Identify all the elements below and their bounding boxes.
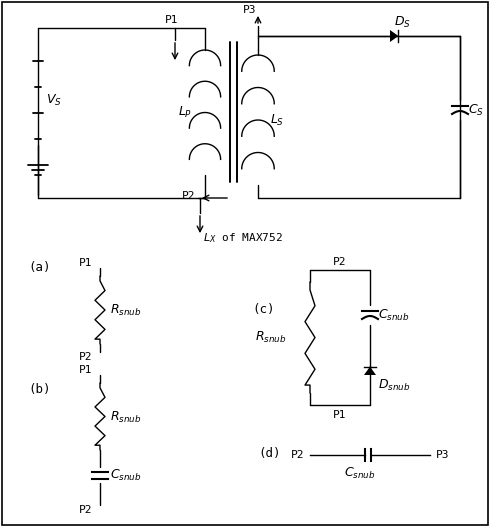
Text: (a): (a) [28, 261, 50, 275]
Text: $L_S$: $L_S$ [270, 112, 284, 128]
Text: $C_{snub}$: $C_{snub}$ [378, 307, 410, 323]
Text: P2: P2 [333, 257, 347, 267]
Text: $R_{snub}$: $R_{snub}$ [110, 409, 142, 425]
Text: P3: P3 [243, 5, 257, 15]
Text: $R_{snub}$: $R_{snub}$ [110, 302, 142, 318]
Polygon shape [364, 367, 376, 375]
Text: P2: P2 [181, 191, 195, 201]
Text: (c): (c) [252, 304, 274, 317]
Text: (d): (d) [258, 446, 280, 460]
Text: $C_{snub}$: $C_{snub}$ [344, 465, 376, 481]
Text: $C_S$: $C_S$ [468, 102, 484, 118]
Polygon shape [390, 30, 398, 42]
Text: P3: P3 [436, 450, 449, 460]
Text: P2: P2 [78, 352, 92, 362]
Text: $R_{snub}$: $R_{snub}$ [255, 330, 287, 345]
Text: P1: P1 [165, 15, 178, 25]
Text: P2: P2 [78, 505, 92, 515]
Text: $D_{snub}$: $D_{snub}$ [378, 377, 411, 393]
Text: P1: P1 [78, 365, 92, 375]
Text: $D_S$: $D_S$ [394, 14, 411, 30]
Text: (b): (b) [28, 384, 50, 396]
Text: $L_P$: $L_P$ [178, 104, 192, 120]
Text: P2: P2 [291, 450, 304, 460]
Text: P1: P1 [333, 410, 347, 420]
Text: $V_S$: $V_S$ [46, 92, 62, 108]
Text: $C_{snub}$: $C_{snub}$ [110, 467, 142, 483]
Text: $L_X$ of MAX752: $L_X$ of MAX752 [203, 231, 283, 245]
Text: P1: P1 [78, 258, 92, 268]
